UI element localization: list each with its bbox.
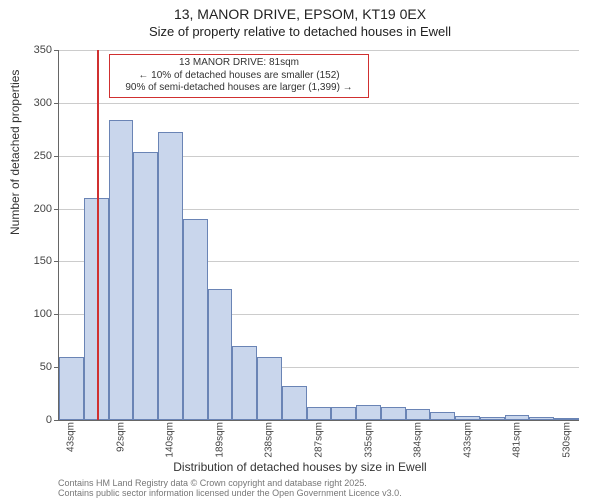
histogram-bar: [554, 418, 579, 420]
histogram-bar: [505, 415, 530, 420]
footer-line-2: Contains public sector information licen…: [58, 488, 402, 498]
annotation-box: 13 MANOR DRIVE: 81sqm ← 10% of detached …: [109, 54, 369, 98]
ytick-label: 150: [22, 255, 52, 267]
histogram-bar: [282, 386, 307, 420]
histogram-bar: [356, 405, 381, 420]
histogram-bar: [158, 132, 183, 420]
reference-line: [97, 50, 99, 420]
histogram-bar: [183, 219, 208, 420]
y-axis-title: Number of detached properties: [8, 70, 22, 235]
chart-container: 13, MANOR DRIVE, EPSOM, KT19 0EX Size of…: [0, 0, 600, 500]
ytick-label: 350: [22, 44, 52, 56]
ytick-mark: [54, 209, 59, 210]
histogram-bar: [84, 198, 109, 420]
histogram-bar: [307, 407, 332, 420]
histogram-bar: [208, 289, 233, 420]
xtick-label: 530sqm: [561, 422, 572, 458]
histogram-bar: [406, 409, 431, 420]
ytick-mark: [54, 50, 59, 51]
histogram-bar: [331, 407, 356, 420]
ytick-mark: [54, 420, 59, 421]
histogram-bar: [133, 152, 158, 421]
ytick-label: 50: [22, 361, 52, 373]
histogram-bar: [455, 416, 480, 420]
histogram-bar: [480, 417, 505, 420]
title-main: 13, MANOR DRIVE, EPSOM, KT19 0EX: [0, 6, 600, 24]
annotation-line-2: ← 10% of detached houses are smaller (15…: [114, 70, 364, 83]
ytick-label: 0: [22, 414, 52, 426]
gridline: [59, 50, 579, 51]
xtick-label: 189sqm: [214, 422, 225, 458]
histogram-bar: [529, 417, 554, 420]
footer-line-1: Contains HM Land Registry data © Crown c…: [58, 478, 402, 488]
xtick-label: 335sqm: [363, 422, 374, 458]
plot-area: 43sqm92sqm140sqm189sqm238sqm287sqm335sqm…: [58, 50, 579, 421]
histogram-bar: [257, 357, 282, 420]
x-axis-title: Distribution of detached houses by size …: [0, 460, 600, 474]
ytick-mark: [54, 156, 59, 157]
ytick-mark: [54, 103, 59, 104]
annotation-line-3: 90% of semi-detached houses are larger (…: [114, 82, 364, 95]
footer: Contains HM Land Registry data © Crown c…: [58, 478, 402, 499]
xtick-label: 140sqm: [165, 422, 176, 458]
xtick-label: 481sqm: [512, 422, 523, 458]
ytick-label: 200: [22, 203, 52, 215]
title-block: 13, MANOR DRIVE, EPSOM, KT19 0EX Size of…: [0, 0, 600, 40]
ytick-label: 250: [22, 150, 52, 162]
xtick-label: 238sqm: [264, 422, 275, 458]
histogram-bar: [430, 412, 455, 420]
annotation-line-1: 13 MANOR DRIVE: 81sqm: [114, 57, 364, 70]
xtick-label: 43sqm: [66, 422, 77, 452]
xtick-label: 433sqm: [462, 422, 473, 458]
histogram-bar: [109, 120, 134, 420]
xtick-label: 384sqm: [413, 422, 424, 458]
ytick-mark: [54, 261, 59, 262]
histogram-bar: [381, 407, 406, 420]
gridline: [59, 103, 579, 104]
ytick-label: 300: [22, 97, 52, 109]
title-sub: Size of property relative to detached ho…: [0, 24, 600, 40]
histogram-bar: [232, 346, 257, 420]
histogram-bar: [59, 357, 84, 420]
ytick-label: 100: [22, 308, 52, 320]
ytick-mark: [54, 314, 59, 315]
xtick-label: 92sqm: [115, 422, 126, 452]
xtick-label: 287sqm: [314, 422, 325, 458]
